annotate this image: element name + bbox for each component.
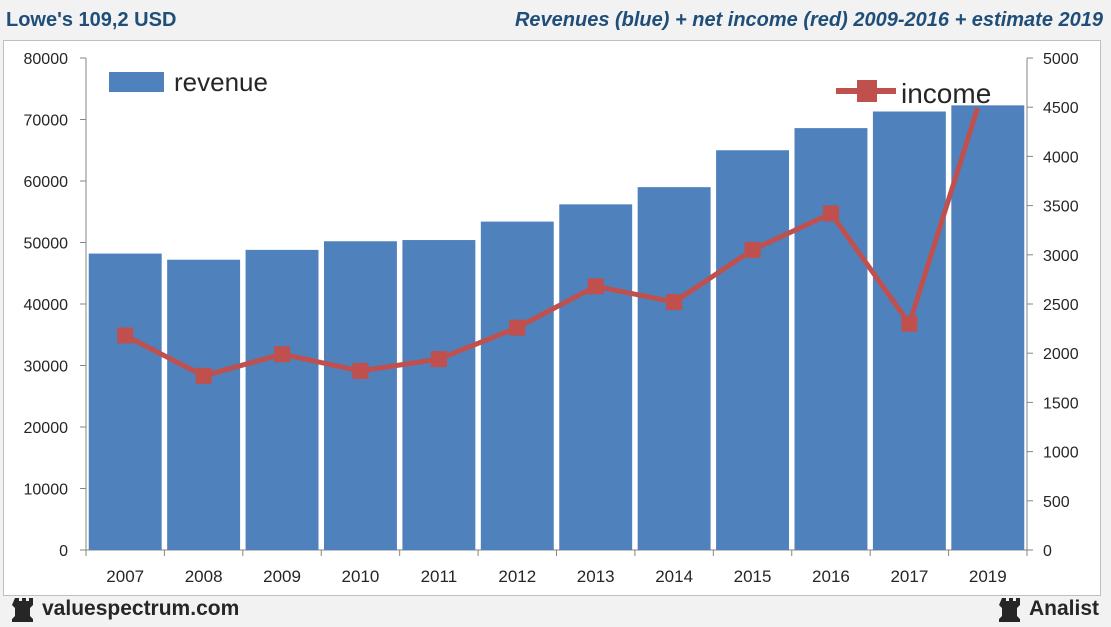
footer-brand: Analist [998, 594, 1099, 624]
revenue-bars [88, 105, 1025, 551]
revenue-bar [559, 204, 633, 550]
x-tick-label: 2017 [890, 567, 928, 586]
revenue-bar [245, 249, 319, 550]
x-tick-label: 2015 [734, 567, 772, 586]
chart-title: Revenues (blue) + net income (red) 2009-… [514, 9, 1103, 31]
x-tick-label: 2007 [106, 567, 144, 586]
revenue-bar [794, 128, 868, 551]
y-right-tick-label: 3000 [1043, 248, 1079, 265]
legend-revenue-label: revenue [174, 67, 268, 97]
x-tick-label: 2009 [263, 567, 301, 586]
y-right-tick-label: 1500 [1043, 395, 1079, 412]
legend-income-label: income [901, 78, 991, 109]
footer-site: valuespectrum.com [12, 594, 239, 624]
y-right-tick-label: 2500 [1043, 297, 1079, 314]
y-right-tick-label: 500 [1043, 494, 1070, 511]
income-point [274, 346, 291, 363]
legend-income-marker [857, 80, 877, 102]
y-left-tick-label: 70000 [24, 113, 69, 130]
y-right-tick-label: 2000 [1043, 346, 1079, 363]
income-point [744, 241, 761, 258]
chess-rook-icon [998, 598, 1020, 622]
x-tick-label: 2008 [185, 567, 223, 586]
axes: 0100002000030000400005000060000700008000… [24, 51, 1079, 586]
y-left-tick-label: 80000 [24, 51, 69, 68]
income-point [901, 315, 918, 332]
y-left-tick-label: 60000 [24, 174, 69, 191]
income-line-path [124, 107, 980, 379]
revenue-bar [480, 221, 554, 550]
y-right-tick-label: 1000 [1043, 445, 1079, 462]
revenue-bar [951, 105, 1025, 550]
y-right-tick-label: 5000 [1043, 51, 1079, 68]
income-point [587, 278, 604, 295]
revenue-bar [402, 240, 476, 551]
revenue-bar [323, 241, 397, 550]
ticker-title: Lowe's 109,2 USD [6, 9, 177, 31]
y-right-tick-label: 3500 [1043, 199, 1079, 216]
chess-rook-icon [12, 598, 33, 622]
y-left-tick-label: 20000 [24, 420, 69, 437]
y-right-tick-label: 4000 [1043, 149, 1079, 166]
income-line [117, 107, 980, 384]
x-tick-label: 2012 [498, 567, 536, 586]
x-tick-label: 2010 [342, 567, 380, 586]
income-point [666, 294, 683, 311]
y-left-tick-label: 10000 [24, 482, 69, 499]
y-right-tick-label: 0 [1043, 543, 1052, 560]
legend: revenue income [109, 67, 991, 109]
income-point [117, 327, 134, 344]
y-left-tick-label: 50000 [24, 236, 69, 253]
income-point [195, 367, 212, 384]
x-tick-label: 2013 [577, 567, 615, 586]
y-left-tick-label: 0 [59, 543, 68, 560]
income-point [352, 362, 369, 379]
revenue-bar [88, 253, 162, 550]
income-point [509, 319, 526, 336]
header: Lowe's 109,2 USD Revenues (blue) + net i… [0, 0, 1111, 40]
revenue-bar [716, 150, 790, 550]
y-left-tick-label: 30000 [24, 359, 69, 376]
x-tick-label: 2014 [655, 567, 693, 586]
brand-name: Analist [1028, 597, 1099, 620]
x-tick-label: 2019 [969, 567, 1007, 586]
x-tick-label: 2011 [421, 567, 458, 586]
site-name: valuespectrum.com [42, 597, 240, 620]
legend-revenue-swatch [109, 72, 164, 92]
x-tick-label: 2016 [812, 567, 850, 586]
y-left-tick-label: 40000 [24, 297, 69, 314]
y-right-tick-label: 4500 [1043, 100, 1079, 117]
revenue-bar [167, 259, 241, 550]
revenue-bar [637, 187, 711, 550]
income-point [822, 205, 839, 222]
income-point [430, 351, 447, 368]
